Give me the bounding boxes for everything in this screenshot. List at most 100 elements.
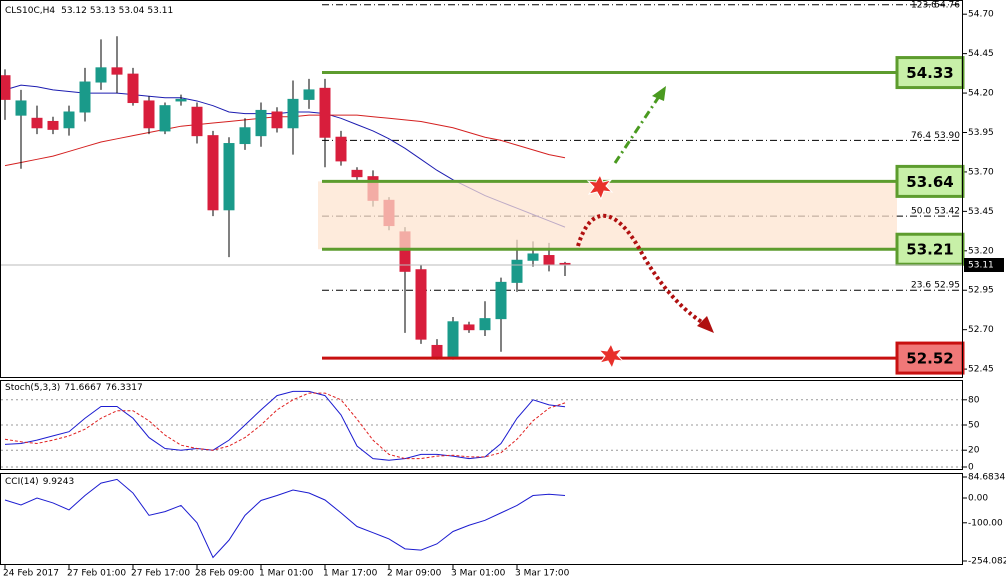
price-level-box (895, 56, 965, 90)
price-level-label: 54.33 (906, 64, 953, 82)
y-tick-label: 52.45 (968, 365, 994, 375)
candle-body (0, 75, 11, 100)
fib-price-label: 53.90 (934, 131, 960, 141)
candle-body (175, 98, 187, 102)
fib-level-label: 23.6 (911, 281, 931, 291)
y-tick-label: 53.70 (968, 167, 994, 177)
candle-body (319, 87, 331, 138)
candle-body (543, 255, 555, 266)
price-level-box (895, 232, 965, 266)
fib-level-label: 123.6 (911, 1, 937, 11)
up-arrow (613, 94, 662, 164)
candle-body (79, 81, 91, 113)
chart-header: CLS10C,H4 53.12 53.13 53.04 53.11 (5, 6, 173, 16)
indicator-header: CCI(14) 9.9243 (5, 477, 74, 487)
candle-body (335, 136, 347, 162)
x-tick-label: 3 Mar 01:00 (451, 569, 506, 579)
candle-body (303, 89, 315, 100)
y-tick-label: 54.45 (968, 49, 994, 59)
y-tick-label: 50 (968, 421, 980, 431)
y-tick-label: 84.6834 (968, 473, 1005, 483)
fib-price-label: 54.76 (934, 1, 960, 11)
header-value: CLS10C,H4 (5, 6, 55, 16)
y-tick-label: 54.20 (968, 89, 994, 99)
candle-body (191, 106, 203, 137)
price-level-box (895, 341, 965, 375)
main-frame (0, 0, 963, 378)
header-value: 76.3317 (106, 383, 143, 393)
star-marker (586, 173, 614, 201)
y-tick-label: 52.95 (968, 286, 994, 296)
y-tick-label: -100.00 (968, 518, 1003, 528)
candle-body (479, 318, 491, 331)
candle-body (127, 73, 139, 104)
y-tick-label: 54.70 (968, 10, 994, 20)
y-tick-label: -254.082 (968, 557, 1006, 567)
fib-level-label: 76.4 (911, 131, 931, 141)
header-value: 71.6667 (64, 383, 101, 393)
candle-body (415, 269, 427, 340)
x-tick-label: 27 Feb 17:00 (131, 569, 190, 579)
candle-body (63, 111, 75, 129)
y-tick-label: 52.70 (968, 325, 994, 335)
stoch-frame (0, 380, 963, 470)
fib-price-label: 53.42 (934, 207, 960, 217)
indicator-header: Stoch(5,3,3) 71.6667 76.3317 (5, 383, 143, 393)
candle-body (255, 109, 267, 137)
x-tick-label: 1 Mar 01:00 (259, 569, 314, 579)
x-tick-label: 24 Feb 2017 (3, 569, 59, 579)
price-level-label: 52.52 (906, 350, 953, 368)
header-value: 9.9243 (43, 477, 75, 487)
up-arrowhead (652, 86, 666, 101)
fib-level-label: 50.0 (911, 207, 931, 217)
price-level-label: 53.21 (906, 241, 953, 259)
support-resistance-zone (318, 181, 897, 250)
indicator-line (4, 478, 566, 559)
x-tick-label: 28 Feb 09:00 (195, 569, 254, 579)
candle-body (351, 169, 363, 178)
header-value: 53.11 (147, 6, 173, 16)
candle-body (95, 67, 107, 83)
candle-body (495, 281, 507, 320)
candle-body (111, 67, 123, 75)
indicator-line (4, 390, 566, 461)
candle-body (239, 127, 251, 145)
price-level-label: 53.64 (906, 173, 953, 191)
candle-body (15, 100, 27, 116)
y-tick-label: 53.95 (968, 128, 994, 138)
header-value: 53.12 (61, 6, 87, 16)
candle-body (143, 100, 155, 129)
y-tick-label: 0 (968, 463, 974, 473)
fib-price-label: 52.95 (934, 281, 960, 291)
indicator-line (4, 392, 566, 460)
y-tick-label: 80 (968, 395, 980, 405)
frames (0, 0, 963, 565)
down-arrowhead (697, 316, 714, 333)
candle-body (431, 344, 443, 357)
x-tick-label: 2 Mar 09:00 (387, 569, 442, 579)
candle-body (223, 143, 235, 211)
candle-body (463, 324, 475, 331)
candle-body (511, 259, 523, 283)
x-tick-label: 1 Mar 17:00 (323, 569, 378, 579)
star-marker (597, 342, 625, 370)
header-value: Stoch(5,3,3) (5, 383, 60, 393)
candle-body (47, 120, 59, 130)
candle-body (527, 253, 539, 261)
current-price-label: 53.11 (968, 261, 994, 271)
header-value: CCI(14) (5, 477, 39, 487)
indicator-line (4, 114, 566, 167)
candle-body (271, 111, 283, 129)
cci-frame (0, 473, 963, 565)
candle-body (159, 105, 171, 132)
annotations (576, 86, 714, 370)
y-tick-label: 20 (968, 446, 980, 456)
candle-body (207, 135, 219, 211)
current-price-box (964, 258, 1004, 273)
candle-body (447, 321, 459, 357)
x-tick-label: 3 Mar 17:00 (515, 569, 570, 579)
y-tick-label: 53.20 (968, 246, 994, 256)
x-tick-label: 27 Feb 01:00 (67, 569, 126, 579)
